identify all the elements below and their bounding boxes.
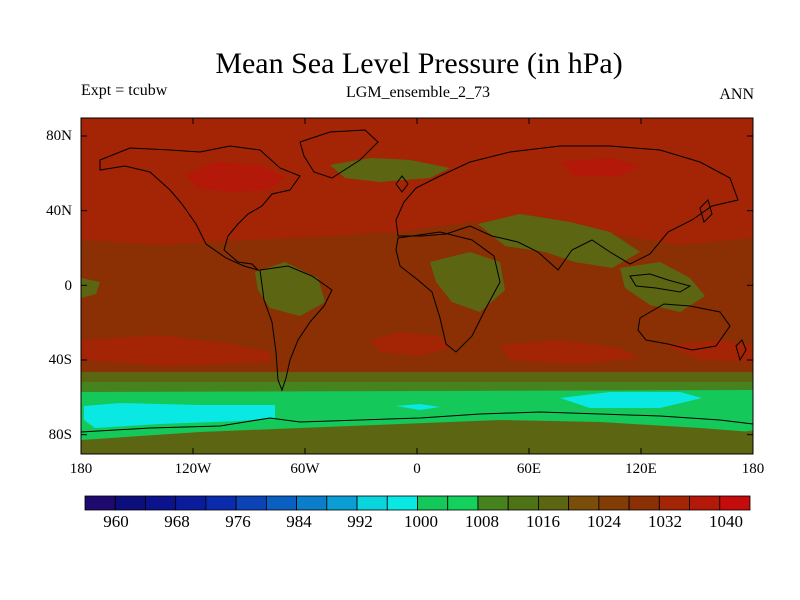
experiment-label: Expt = tcubw [81, 82, 168, 99]
plot-title: Mean Sea Level Pressure (in hPa) [215, 47, 623, 80]
pressure-field [81, 118, 753, 454]
colorbar [84, 495, 751, 511]
lon-label-60w: 60W [290, 461, 320, 477]
colorbar-swatch [719, 495, 751, 511]
colorbar-swatch [507, 495, 539, 511]
colorbar-swatch [326, 495, 358, 511]
coastlines [80, 129, 754, 433]
lon-label-180e: 180 [741, 461, 765, 477]
colorbar-swatch [628, 495, 660, 511]
field-olive-africa [430, 252, 505, 312]
coast-africa [395, 231, 501, 353]
field-high-south-indian [500, 340, 640, 364]
coast-antarctica [80, 411, 754, 433]
lat-label-80n: 80N [46, 128, 72, 144]
field-very-high-siberia [560, 158, 640, 176]
field-cyan-pacific [84, 403, 275, 428]
lat-label-40s: 40S [48, 352, 72, 368]
colorbar-label-1000: 1000 [404, 512, 438, 531]
colorbar-swatch [205, 495, 237, 511]
lon-label-0: 0 [413, 461, 421, 477]
field-olive-west-pacific [81, 278, 100, 298]
colorbar-swatch [145, 495, 177, 511]
coast-japan [699, 199, 713, 223]
field-cyan-indian [560, 392, 702, 408]
lon-label-60e: 60E [516, 461, 542, 477]
colorbar-swatch [568, 495, 600, 511]
lat-label-40n: 40N [46, 203, 72, 219]
coast-indonesia [629, 273, 692, 293]
colorbar-label-984: 984 [286, 512, 312, 531]
colorbar-label-992: 992 [347, 512, 373, 531]
lat-label-80s: 80S [48, 427, 72, 443]
colorbar-swatch [447, 495, 479, 511]
colorbar-swatch [477, 495, 509, 511]
colorbar-label-976: 976 [225, 512, 251, 531]
colorbar-swatch [417, 495, 449, 511]
field-antarctic-olive [81, 420, 753, 454]
coast-europe-asia [395, 145, 739, 271]
season-label: ANN [719, 86, 754, 103]
coast-south-america [259, 265, 333, 392]
colorbar-swatch [538, 495, 570, 511]
field-cyan-atlantic [396, 404, 440, 410]
lon-label-180w: 180 [69, 461, 93, 477]
field-olive-asia [478, 214, 640, 268]
colorbar-label-960: 960 [103, 512, 129, 531]
colorbar-swatch [356, 495, 388, 511]
coast-australia [637, 303, 731, 351]
field-very-high-north-america [185, 162, 285, 192]
colorbar-swatch [175, 495, 207, 511]
colorbar-swatch [658, 495, 690, 511]
colorbar-swatch [598, 495, 630, 511]
coast-uk [395, 175, 409, 193]
colorbar-label-1032: 1032 [648, 512, 682, 531]
colorbar-label-1040: 1040 [709, 512, 743, 531]
colorbar-swatch [235, 495, 267, 511]
colorbar-swatch [84, 495, 116, 511]
field-high-south-atlantic [370, 332, 450, 356]
colorbar-swatch [296, 495, 328, 511]
colorbar-swatch [689, 495, 721, 511]
lon-label-120e: 120E [625, 461, 657, 477]
coast-nz [735, 339, 747, 362]
coast-greenland [299, 129, 379, 179]
axis-ticks [80, 118, 754, 454]
coast-north-america [99, 145, 301, 272]
field-high-south-aus [665, 340, 753, 362]
field-olive-south-america [255, 262, 325, 316]
colorbar-label-1008: 1008 [465, 512, 499, 531]
field-olive-atlantic [330, 158, 450, 182]
colorbar-swatch [114, 495, 146, 511]
field-high-north [81, 118, 753, 245]
colorbar-label-1024: 1024 [587, 512, 621, 531]
lon-label-120w: 120W [174, 461, 212, 477]
field-high-south-pacific [81, 335, 270, 366]
colorbar-swatch [386, 495, 418, 511]
colorbar-label-1016: 1016 [526, 512, 560, 531]
colorbar-swatch [265, 495, 297, 511]
colorbar-label-968: 968 [164, 512, 190, 531]
lat-label-0: 0 [64, 278, 73, 294]
run-label: LGM_ensemble_2_73 [346, 84, 490, 101]
